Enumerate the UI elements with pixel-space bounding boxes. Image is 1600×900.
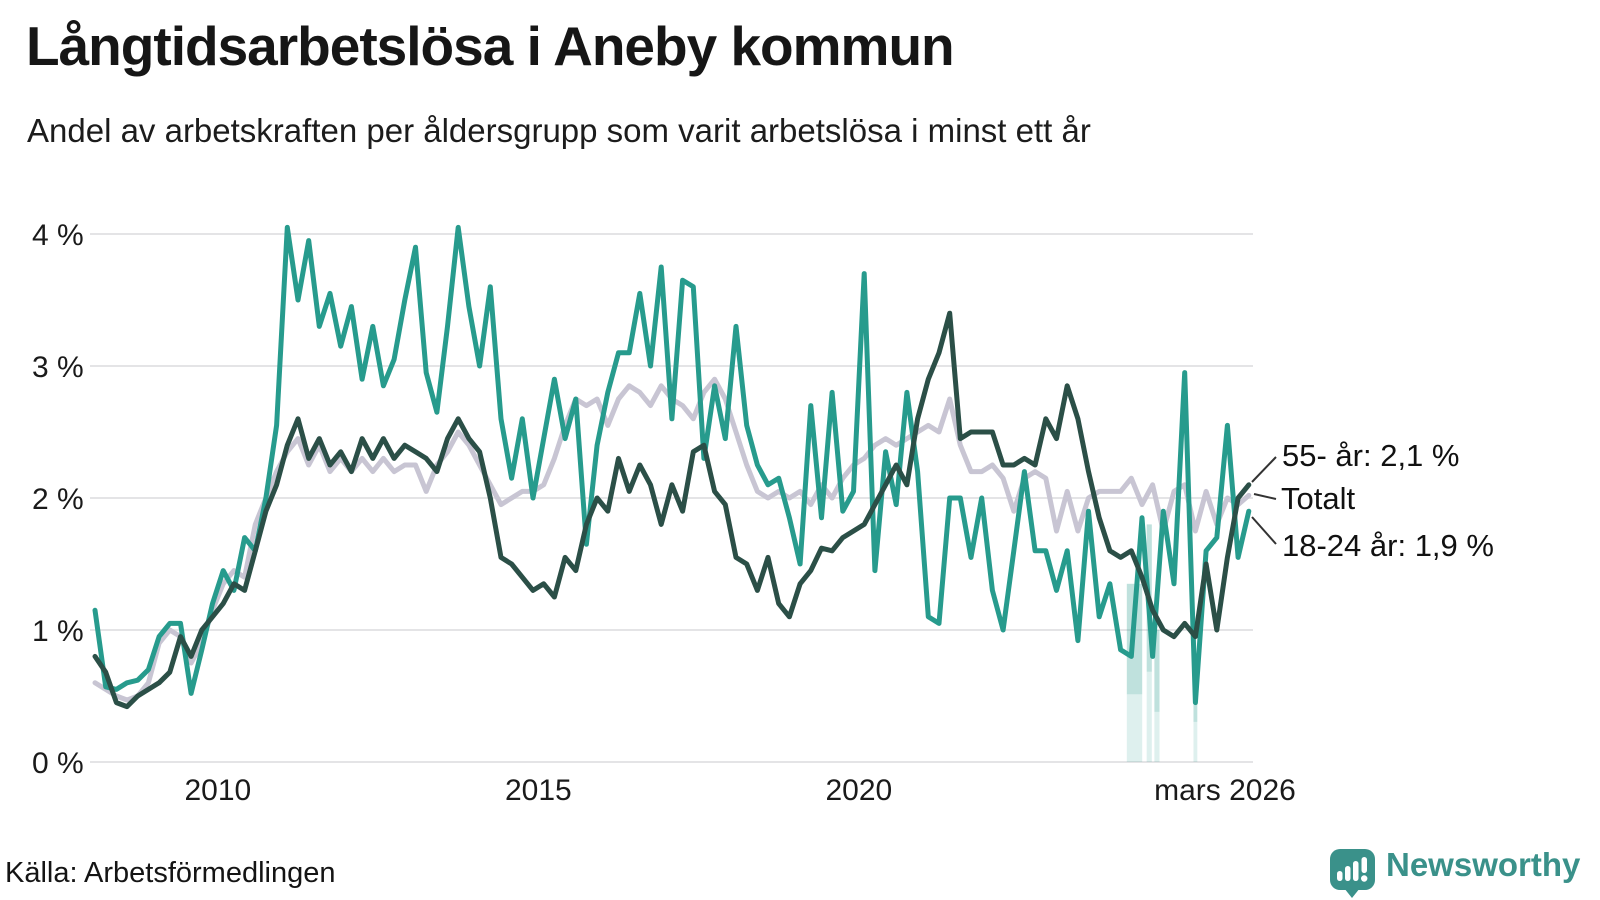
uncertainty-bar-fade: [1146, 671, 1152, 762]
x-tick-label: 2015: [505, 774, 572, 807]
line-chart: 4 % 3 % 2 % 1 % 0 % mars 2026 2020 2015 2010: [32, 219, 1296, 807]
x-tick-label: 2020: [826, 774, 893, 807]
series-line-totalt: [92, 376, 1252, 703]
logo-bubble-tail-icon: [1344, 888, 1360, 898]
page-title: Långtidsarbetslösa i Aneby kommun: [26, 15, 955, 77]
y-tick-label: 3 %: [32, 351, 84, 384]
series-end-label-55: 55- år: 2,1 %: [1282, 438, 1460, 473]
uncertainty-bar: [1154, 630, 1160, 712]
logo-bar2-icon: [1345, 866, 1351, 881]
logo-exclamation-stem-icon: [1361, 857, 1367, 873]
logo-bubble-icon: [1330, 849, 1375, 890]
uncertainty-bar-fade: [1126, 694, 1143, 762]
leader-line-18-24-icon: [1251, 516, 1277, 545]
x-tick-label: 2010: [185, 774, 252, 807]
leader-line-totalt-icon: [1253, 493, 1277, 500]
page-subtitle: Andel av arbetskraften per åldersgrupp s…: [27, 112, 1091, 149]
uncertainty-bar-fade: [1193, 721, 1198, 762]
series-end-label-18-24: 18-24 år: 1,9 %: [1282, 528, 1494, 563]
series-end-label-totalt: Totalt: [1281, 481, 1356, 516]
series-line-55plus: [92, 310, 1252, 710]
brand-name: Newsworthy: [1386, 846, 1581, 883]
source-note: Källa: Arbetsförmedlingen: [5, 857, 336, 889]
uncertainty-bar-fade: [1154, 711, 1160, 762]
leader-line-55-icon: [1251, 456, 1277, 483]
logo-exclamation-dot-icon: [1361, 875, 1368, 882]
logo-bar3-icon: [1353, 861, 1359, 881]
y-tick-label: 4 %: [32, 219, 84, 252]
y-tick-label: 2 %: [32, 483, 84, 516]
series-line-18-24: [92, 224, 1252, 706]
newsworthy-logo-icon: [1330, 849, 1375, 898]
y-tick-label: 0 %: [32, 747, 84, 780]
y-tick-label: 1 %: [32, 615, 84, 648]
logo-bar1-icon: [1337, 871, 1343, 881]
x-tick-label: mars 2026: [1154, 774, 1296, 807]
